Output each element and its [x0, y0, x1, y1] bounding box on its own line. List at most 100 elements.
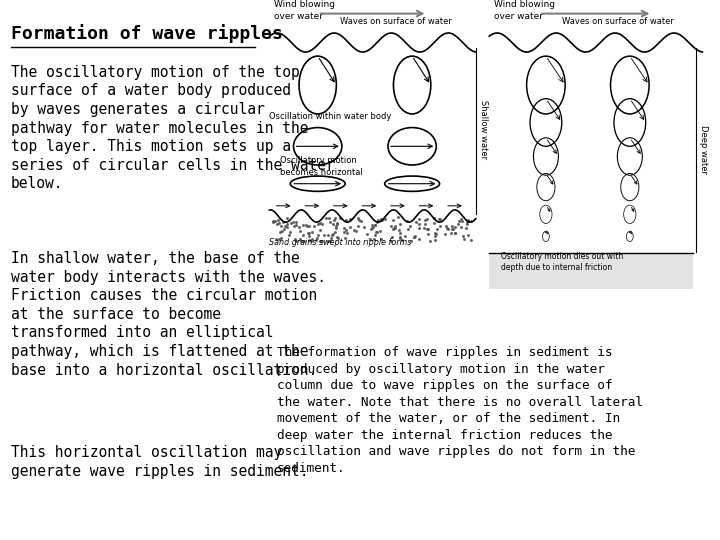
- Text: depth due to internal friction: depth due to internal friction: [500, 264, 612, 273]
- Point: [306, 228, 318, 237]
- Point: [275, 221, 287, 230]
- Point: [369, 221, 381, 230]
- Point: [422, 214, 433, 223]
- Point: [369, 231, 381, 239]
- Point: [294, 227, 306, 235]
- Point: [409, 231, 420, 240]
- Point: [455, 214, 467, 223]
- Point: [422, 225, 433, 233]
- Point: [303, 222, 315, 231]
- Point: [395, 220, 406, 228]
- Point: [366, 225, 377, 234]
- Point: [460, 224, 472, 232]
- Text: Waves on surface of water: Waves on surface of water: [340, 17, 451, 26]
- Point: [334, 214, 346, 222]
- Point: [322, 231, 333, 240]
- Point: [284, 227, 296, 236]
- Point: [428, 218, 440, 227]
- Point: [446, 222, 458, 231]
- Point: [385, 237, 397, 246]
- Text: The formation of wave ripples in sediment is
produced by oscillatory motion in t: The formation of wave ripples in sedimen…: [276, 346, 642, 475]
- Text: Wind blowing: Wind blowing: [494, 0, 554, 9]
- Point: [369, 221, 381, 230]
- Point: [352, 213, 364, 222]
- Point: [402, 216, 413, 225]
- Point: [367, 222, 379, 231]
- Point: [431, 225, 443, 233]
- Point: [270, 235, 282, 244]
- Point: [456, 217, 468, 225]
- Point: [404, 221, 415, 230]
- Point: [387, 224, 399, 233]
- Point: [408, 233, 419, 241]
- Point: [294, 235, 305, 244]
- Point: [317, 220, 328, 228]
- Point: [274, 219, 285, 228]
- Point: [311, 235, 323, 244]
- Point: [431, 230, 442, 238]
- Point: [413, 220, 425, 229]
- Point: [375, 214, 387, 223]
- Point: [389, 224, 400, 232]
- Point: [276, 227, 288, 235]
- Point: [387, 232, 398, 241]
- Point: [400, 231, 411, 240]
- Point: [394, 233, 405, 241]
- Point: [365, 234, 377, 243]
- Bar: [489, 253, 693, 289]
- Point: [325, 233, 336, 242]
- Point: [420, 216, 431, 225]
- Text: Deep water: Deep water: [699, 125, 708, 174]
- Point: [331, 233, 343, 241]
- Point: [457, 232, 469, 240]
- Point: [286, 219, 297, 227]
- Point: [456, 223, 467, 232]
- Point: [287, 218, 299, 226]
- Point: [409, 233, 420, 242]
- Point: [341, 229, 353, 238]
- Point: [462, 218, 473, 226]
- Point: [462, 231, 474, 240]
- Text: over water: over water: [274, 12, 323, 21]
- Point: [338, 228, 349, 237]
- Point: [394, 226, 405, 234]
- Point: [301, 221, 312, 230]
- Point: [350, 226, 361, 235]
- Point: [361, 230, 373, 239]
- Point: [392, 213, 403, 221]
- Text: The oscillatory motion of the top
surface of a water body produced
by waves gene: The oscillatory motion of the top surfac…: [11, 65, 334, 191]
- Point: [449, 223, 461, 232]
- Point: [297, 231, 309, 240]
- Point: [269, 216, 281, 225]
- Point: [328, 219, 339, 228]
- Point: [312, 233, 323, 242]
- Point: [422, 230, 433, 239]
- Point: [304, 236, 315, 245]
- Point: [289, 235, 301, 244]
- Point: [372, 215, 383, 224]
- Point: [325, 237, 336, 245]
- Point: [281, 220, 292, 229]
- Point: [281, 214, 292, 222]
- Point: [331, 220, 343, 229]
- Point: [395, 229, 406, 238]
- Point: [320, 214, 332, 222]
- Point: [441, 224, 452, 232]
- Point: [374, 227, 386, 235]
- Point: [327, 231, 338, 239]
- Text: Oscillation within water body: Oscillation within water body: [269, 112, 392, 121]
- Point: [314, 226, 325, 234]
- Point: [423, 225, 434, 234]
- Point: [295, 237, 307, 246]
- Point: [389, 224, 400, 232]
- Text: Oscillatory motion: Oscillatory motion: [280, 156, 357, 165]
- Point: [339, 233, 351, 242]
- Text: This horizontal oscillation may
generate wave ripples in sediment.: This horizontal oscillation may generate…: [11, 446, 308, 479]
- Point: [304, 232, 315, 241]
- Point: [329, 213, 341, 222]
- Point: [277, 217, 289, 226]
- Point: [377, 215, 388, 224]
- Point: [366, 221, 378, 230]
- Point: [461, 220, 472, 228]
- Point: [290, 221, 302, 230]
